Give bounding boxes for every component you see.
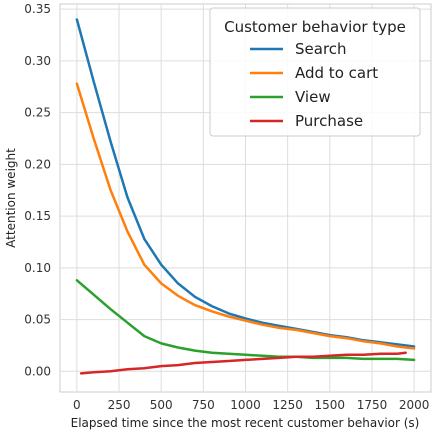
x-tick-label: 250	[108, 398, 131, 412]
y-tick-label: 0.30	[24, 54, 51, 68]
x-tick-label: 1750	[357, 398, 388, 412]
series-lines	[75, 18, 416, 375]
y-tick-labels: 0.00 0.05 0.10 0.15 0.20 0.25 0.30 0.35	[24, 2, 51, 378]
legend-items: Search Add to cart View Purchase	[250, 40, 378, 130]
y-tick-label: 0.35	[24, 2, 51, 16]
series-line-add-to-cart	[75, 82, 416, 350]
x-tick-label: 750	[192, 398, 215, 412]
series-line-view	[75, 279, 416, 362]
legend-label-view: View	[295, 88, 331, 106]
y-tick-label: 0.05	[24, 313, 51, 327]
legend-label-add-to-cart: Add to cart	[295, 64, 378, 82]
x-axis-title: Elapsed time since the most recent custo…	[71, 416, 420, 430]
y-tick-label: 0.20	[24, 157, 51, 171]
x-tick-label: 1500	[315, 398, 346, 412]
legend: Customer behavior type Search Add to cart…	[209, 7, 421, 137]
legend-title: Customer behavior type	[224, 18, 406, 36]
y-tick-label: 0.25	[24, 106, 51, 120]
legend-label-search: Search	[295, 40, 347, 58]
x-tick-label: 1250	[272, 398, 303, 412]
y-tick-label: 0.00	[24, 364, 51, 378]
series-line-purchase	[79, 351, 407, 375]
x-tick-label: 500	[150, 398, 173, 412]
y-axis-title: Attention weight	[4, 148, 18, 248]
x-tick-label: 0	[73, 398, 81, 412]
y-tick-label: 0.15	[24, 209, 51, 223]
x-tick-label: 1000	[230, 398, 261, 412]
x-tick-label: 2000	[399, 398, 430, 412]
x-tick-labels: 0 250 500 750 1000 1250 1500 1750 2000	[73, 398, 429, 412]
y-tick-label: 0.10	[24, 261, 51, 275]
legend-box	[209, 7, 421, 137]
legend-label-purchase: Purchase	[295, 112, 363, 130]
